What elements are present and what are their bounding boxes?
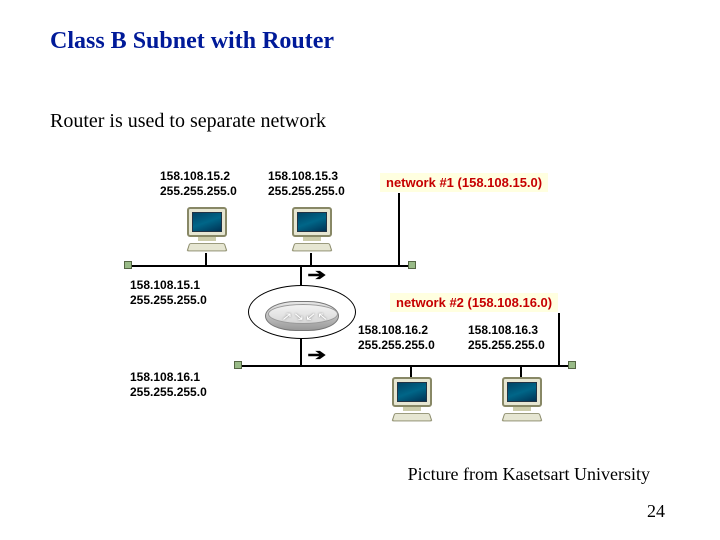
ip-text: 158.108.16.3	[468, 323, 538, 337]
router-if1-label: 158.108.15.1 255.255.255.0	[130, 278, 207, 308]
page-title: Class B Subnet with Router	[50, 28, 334, 55]
net-label-line	[398, 193, 400, 265]
computer-icon	[500, 377, 544, 423]
page-subtitle: Router is used to separate network	[50, 110, 326, 133]
drop-cable	[205, 253, 207, 265]
mask-text: 255.255.255.0	[468, 338, 545, 352]
network-label: network #2 (158.108.16.0)	[390, 293, 558, 312]
ip-text: 158.108.15.3	[268, 169, 338, 183]
mask-text: 255.255.255.0	[268, 184, 345, 198]
ip-text: 158.108.16.2	[358, 323, 428, 337]
computer-icon	[185, 207, 229, 253]
router-drop-top	[300, 265, 302, 285]
bus-end-icon	[568, 361, 576, 369]
mask-text: 255.255.255.0	[160, 184, 237, 198]
drop-cable	[410, 365, 412, 377]
arrow-icon: ➔	[307, 265, 326, 285]
mask-text: 255.255.255.0	[130, 385, 207, 399]
drop-cable	[520, 365, 522, 377]
page-number: 24	[647, 501, 665, 522]
router-frame	[248, 285, 356, 339]
computer-icon	[290, 207, 334, 253]
drop-cable	[310, 253, 312, 265]
router-drop-bottom	[300, 339, 302, 365]
ip-text: 158.108.15.1	[130, 278, 200, 292]
host-ip-label: 158.108.16.3 255.255.255.0	[468, 323, 545, 353]
network-label: network #1 (158.108.15.0)	[380, 173, 548, 192]
bus-end-icon	[408, 261, 416, 269]
host-ip-label: 158.108.16.2 255.255.255.0	[358, 323, 435, 353]
computer-icon	[390, 377, 434, 423]
net-label-line	[558, 313, 560, 365]
bus-end-icon	[124, 261, 132, 269]
host-ip-label: 158.108.15.2 255.255.255.0	[160, 169, 237, 199]
bus-network-1	[130, 265, 410, 267]
mask-text: 255.255.255.0	[358, 338, 435, 352]
router-if2-label: 158.108.16.1 255.255.255.0	[130, 370, 207, 400]
bus-end-icon	[234, 361, 242, 369]
arrow-icon: ➔	[307, 345, 326, 365]
ip-text: 158.108.15.2	[160, 169, 230, 183]
ip-text: 158.108.16.1	[130, 370, 200, 384]
host-ip-label: 158.108.15.3 255.255.255.0	[268, 169, 345, 199]
mask-text: 255.255.255.0	[130, 293, 207, 307]
image-credit: Picture from Kasetsart University	[408, 464, 650, 485]
network-diagram: 158.108.15.2 255.255.255.0 158.108.15.3 …	[110, 165, 630, 455]
